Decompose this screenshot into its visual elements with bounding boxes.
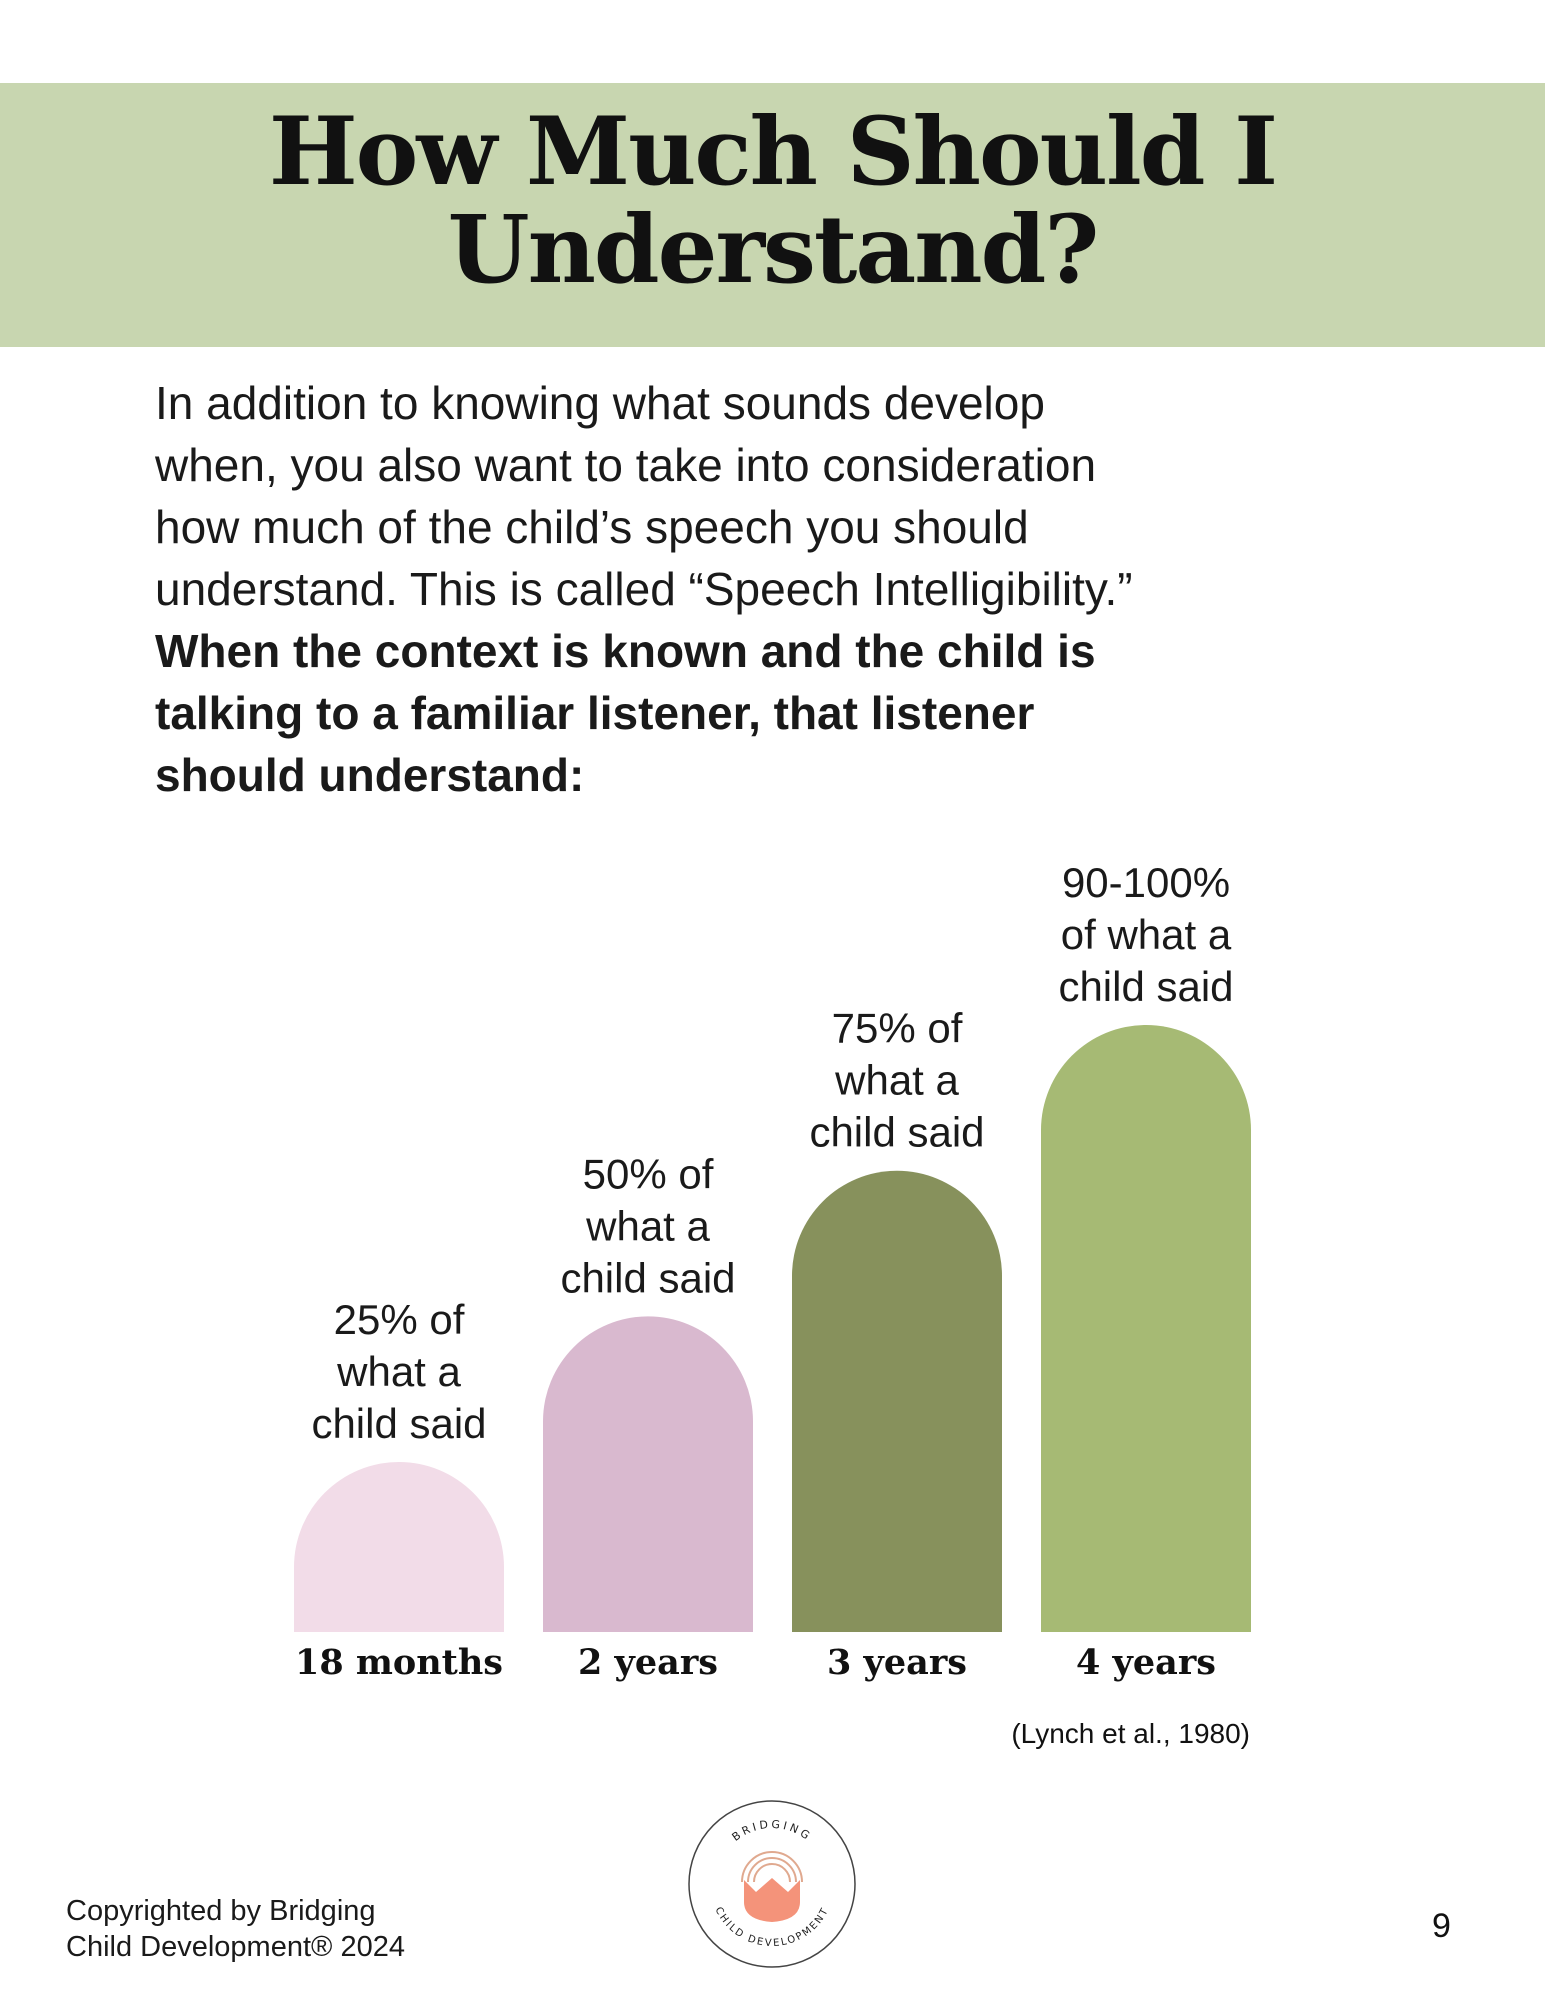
- bridging-logo: BRIDGING CHILD DEVELOPMENT: [688, 1800, 856, 1968]
- category-label: 4 years: [1076, 1642, 1216, 1683]
- title-line-1: How Much Should I: [268, 97, 1278, 207]
- citation: (Lynch et al., 1980): [1011, 1718, 1250, 1749]
- data-label-line: of what a: [1061, 911, 1232, 958]
- bar: [792, 1170, 1002, 1632]
- data-label-line: 50% of: [583, 1150, 714, 1197]
- data-label-line: 75% of: [832, 1005, 963, 1052]
- intro-paragraph: In addition to knowing what sounds devel…: [155, 372, 1455, 806]
- title-line-2: Understand?: [447, 195, 1100, 305]
- data-label: 50% of what a child said: [560, 1150, 735, 1301]
- intro-bold-line: When the context is known and the child …: [155, 625, 1096, 677]
- copyright-line-2: Child Development® 2024: [66, 1931, 405, 1963]
- data-label-line: child said: [560, 1254, 735, 1301]
- copyright-line-1: Copyrighted by Bridging: [66, 1895, 376, 1927]
- data-label-line: child said: [809, 1109, 984, 1156]
- data-label: 25% of what a child said: [311, 1296, 486, 1447]
- bar: [1041, 1025, 1251, 1632]
- data-label-line: 25% of: [334, 1296, 465, 1343]
- intro-line: understand. This is called “Speech Intel…: [155, 563, 1133, 615]
- data-label: 75% of what a child said: [809, 1005, 984, 1156]
- data-label-line: what a: [585, 1202, 710, 1249]
- data-label-line: child said: [311, 1400, 486, 1447]
- data-label-line: 90-100%: [1062, 859, 1230, 906]
- intro-bold-line: should understand:: [155, 749, 585, 801]
- intro-line: In addition to knowing what sounds devel…: [155, 377, 1045, 429]
- intro-bold-line: talking to a familiar listener, that lis…: [155, 687, 1035, 739]
- page-title: How Much Should I Understand?: [0, 103, 1545, 299]
- bar: [543, 1316, 753, 1632]
- category-label: 2 years: [578, 1642, 718, 1683]
- data-label-line: what a: [336, 1348, 461, 1395]
- tulip-icon: [741, 1851, 803, 1922]
- data-label-line: what a: [834, 1057, 959, 1104]
- copyright-text: Copyrighted by Bridging Child Developmen…: [66, 1893, 405, 1965]
- data-label-line: child said: [1058, 963, 1233, 1010]
- category-label: 3 years: [827, 1642, 967, 1683]
- data-label: 90-100% of what a child said: [1058, 859, 1233, 1010]
- page-number: 9: [1432, 1907, 1451, 1945]
- intro-line: when, you also want to take into conside…: [155, 439, 1097, 491]
- bar: [294, 1462, 504, 1632]
- intro-line: how much of the child’s speech you shoul…: [155, 501, 1029, 553]
- title-banner: [0, 83, 1545, 347]
- category-label: 18 months: [295, 1642, 503, 1683]
